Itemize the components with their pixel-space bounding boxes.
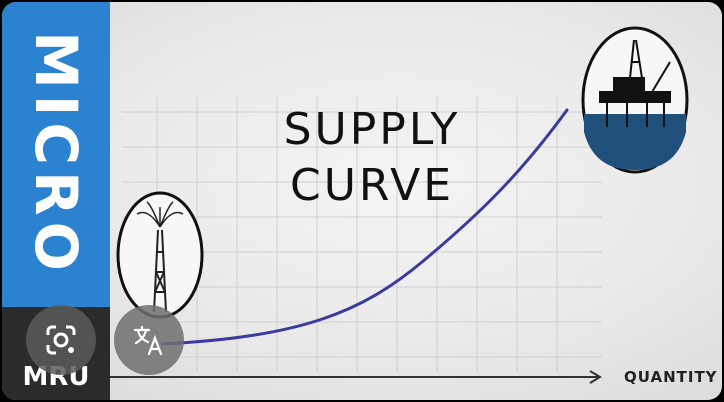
translate-button[interactable] — [114, 305, 184, 375]
x-axis-label: QUANTITY — [624, 368, 718, 386]
offshore-rig-illustration — [581, 26, 689, 174]
supply-curve — [160, 108, 569, 346]
translate-icon — [133, 325, 163, 356]
background-grid — [122, 97, 602, 372]
page-title: SUPPLY CURVE — [252, 102, 492, 214]
lens-button[interactable] — [26, 305, 96, 375]
x-axis — [110, 370, 602, 384]
title-line-2: CURVE — [290, 160, 454, 211]
oil-derrick-illustration — [116, 191, 204, 319]
title-line-1: SUPPLY — [283, 104, 461, 155]
google-lens-icon — [46, 325, 76, 355]
micro-sidebar: MICRO — [2, 2, 110, 307]
sidebar-label: MICRO — [22, 31, 90, 277]
